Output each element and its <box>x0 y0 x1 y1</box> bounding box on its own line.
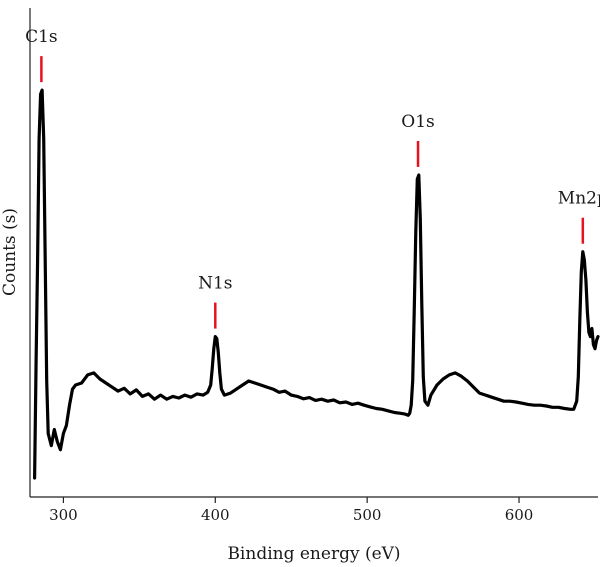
x-axis-title: Binding energy (eV) <box>227 544 400 564</box>
series-layer <box>33 88 600 480</box>
x-tick-label: 300 <box>49 506 78 524</box>
x-tick-label: 600 <box>505 506 534 524</box>
x-tick-label: 500 <box>353 506 382 524</box>
y-axis-title: Counts (s) <box>0 208 20 296</box>
peak-label: Mn2p <box>558 189 600 209</box>
plot-frame <box>29 8 598 498</box>
x-tick-label: 400 <box>201 506 230 524</box>
spectrum-line <box>33 88 600 480</box>
peak-label: N1s <box>198 274 232 294</box>
peak-label: O1s <box>401 112 434 132</box>
peak-label: C1s <box>25 27 58 47</box>
x-ticks: 300 400 500 600 <box>49 497 533 524</box>
peak-markers: C1s N1s O1s Mn2p <box>25 27 600 329</box>
